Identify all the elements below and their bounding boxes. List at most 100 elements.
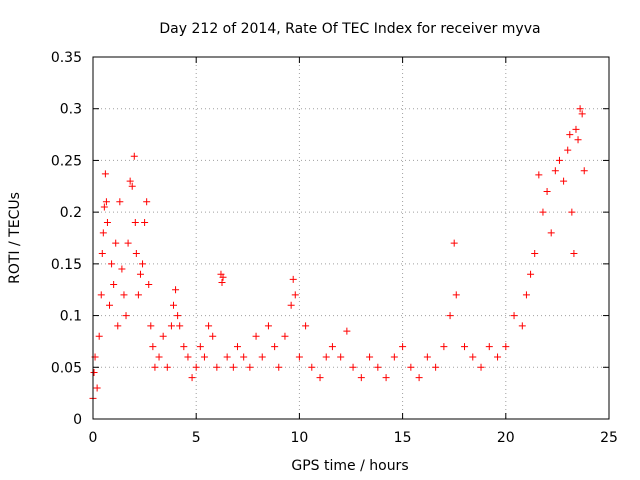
data-point [452, 291, 460, 299]
data-point [101, 170, 109, 178]
data-point [543, 187, 551, 195]
data-point [147, 322, 155, 330]
data-point [126, 177, 134, 185]
data-point [132, 250, 140, 258]
data-point [205, 322, 213, 330]
data-point [213, 363, 221, 371]
data-point [118, 265, 126, 273]
data-point [136, 270, 144, 278]
y-tick-label: 0.3 [60, 102, 82, 118]
data-point [112, 239, 120, 247]
x-axis-label: GPS time / hours [291, 458, 408, 474]
data-point [564, 146, 572, 154]
data-point [337, 353, 345, 361]
data-point [192, 363, 200, 371]
data-point [555, 156, 563, 164]
data-point [566, 131, 574, 139]
data-point [122, 312, 130, 320]
data-point [366, 353, 374, 361]
x-tick-label: 10 [290, 430, 308, 446]
x-tick-label: 20 [497, 430, 515, 446]
y-tick-label: 0.2 [60, 205, 82, 221]
data-point [539, 208, 547, 216]
data-point [382, 374, 390, 382]
data-point [134, 291, 142, 299]
data-point [223, 353, 231, 361]
data-point [502, 343, 510, 351]
data-point [574, 136, 582, 144]
data-point [510, 312, 518, 320]
data-point [461, 343, 469, 351]
data-point [551, 167, 559, 175]
data-point [188, 374, 196, 382]
data-point [130, 152, 138, 160]
data-point [229, 363, 237, 371]
grid [93, 57, 609, 419]
data-point [390, 353, 398, 361]
data-point [149, 343, 157, 351]
data-point [576, 105, 584, 113]
ticks: 0 5 10 15 20 25 0 0.05 0.1 0.15 0.2 0.25 0.3 0.35 [51, 50, 618, 446]
data-point [200, 353, 208, 361]
data-point [399, 343, 407, 351]
data-point [218, 278, 226, 286]
data-point [322, 353, 330, 361]
data-point [97, 291, 105, 299]
data-point [535, 171, 543, 179]
data-point [349, 363, 357, 371]
x-tick-label: 5 [192, 430, 201, 446]
data-point [240, 353, 248, 361]
data-point [124, 239, 132, 247]
plot-frame [92, 56, 610, 420]
data-point [302, 322, 310, 330]
data-point [98, 250, 106, 258]
data-point [106, 301, 114, 309]
data-point [477, 363, 485, 371]
y-tick-label: 0.15 [51, 257, 82, 273]
data-point [108, 260, 116, 268]
data-point [102, 198, 110, 206]
data-points [89, 105, 588, 402]
data-point [252, 332, 260, 340]
data-point [167, 322, 175, 330]
data-point [159, 332, 167, 340]
x-tick-label: 15 [394, 430, 412, 446]
data-point [446, 312, 454, 320]
data-point [547, 229, 555, 237]
data-point [522, 291, 530, 299]
data-point [143, 198, 151, 206]
chart-title: Day 212 of 2014, Rate Of TEC Index for r… [159, 21, 540, 37]
data-point [494, 353, 502, 361]
data-point [145, 281, 153, 289]
data-point [328, 343, 336, 351]
data-point [570, 250, 578, 258]
data-point [271, 343, 279, 351]
data-point [180, 343, 188, 351]
data-point [172, 286, 180, 294]
data-point [209, 332, 217, 340]
data-point [258, 353, 266, 361]
data-point [289, 275, 297, 283]
y-tick-label: 0.05 [51, 360, 82, 376]
data-point [531, 250, 539, 258]
data-point [155, 353, 163, 361]
data-point [407, 363, 415, 371]
data-point [100, 203, 108, 211]
data-point [163, 363, 171, 371]
data-point [196, 343, 204, 351]
data-point [432, 363, 440, 371]
data-point [527, 270, 535, 278]
data-point [568, 208, 576, 216]
data-point [110, 281, 118, 289]
data-point [281, 332, 289, 340]
data-point [295, 353, 303, 361]
data-point [440, 343, 448, 351]
data-point [128, 182, 136, 190]
data-point [275, 363, 283, 371]
data-point [99, 229, 107, 237]
data-point [151, 363, 159, 371]
data-point [291, 291, 299, 299]
data-point [485, 343, 493, 351]
